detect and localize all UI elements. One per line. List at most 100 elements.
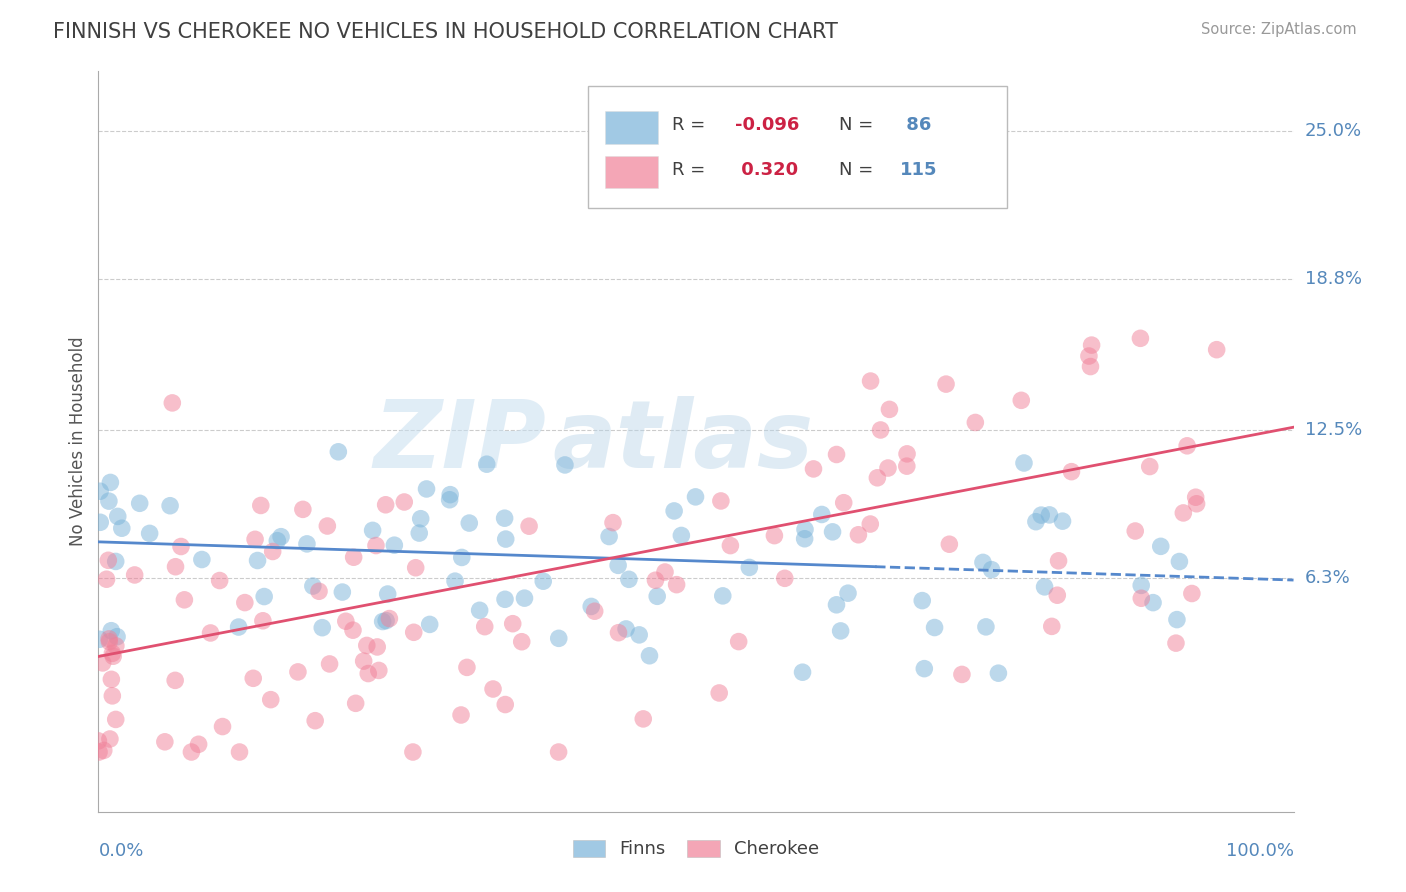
Point xyxy=(162,396,184,410)
Point xyxy=(709,686,731,700)
Point xyxy=(1046,588,1069,602)
Point xyxy=(328,444,350,458)
Point xyxy=(98,731,121,746)
Point xyxy=(792,665,814,680)
Point xyxy=(382,538,405,552)
Point xyxy=(482,681,505,696)
Point xyxy=(554,458,576,472)
Point xyxy=(547,632,569,646)
Point xyxy=(394,495,416,509)
Point xyxy=(361,524,384,538)
Point xyxy=(633,712,655,726)
Point xyxy=(335,614,357,628)
Point xyxy=(356,639,378,653)
Point xyxy=(654,565,676,579)
Point xyxy=(1077,349,1099,363)
Text: R =: R = xyxy=(672,161,706,178)
Point xyxy=(173,592,195,607)
Point xyxy=(1033,580,1056,594)
Text: 100.0%: 100.0% xyxy=(1226,842,1294,860)
Point xyxy=(607,625,630,640)
Point xyxy=(89,632,111,647)
Point xyxy=(89,484,111,499)
Point xyxy=(468,603,491,617)
Point xyxy=(180,745,202,759)
Point xyxy=(377,587,399,601)
Point xyxy=(252,614,274,628)
Point xyxy=(342,623,364,637)
Point xyxy=(924,621,946,635)
Point xyxy=(107,509,129,524)
Point xyxy=(291,502,314,516)
Point xyxy=(208,574,231,588)
Point xyxy=(987,666,1010,681)
Point xyxy=(266,533,288,548)
FancyBboxPatch shape xyxy=(589,87,1007,209)
Point xyxy=(1130,578,1153,592)
Point xyxy=(96,572,118,586)
Point xyxy=(738,560,761,574)
Point xyxy=(105,630,128,644)
Point xyxy=(1025,515,1047,529)
Text: N =: N = xyxy=(839,117,873,135)
Point xyxy=(1205,343,1227,357)
Point xyxy=(1181,586,1204,600)
Text: 12.5%: 12.5% xyxy=(1305,421,1362,439)
Point xyxy=(93,743,115,757)
Point xyxy=(830,624,852,638)
Y-axis label: No Vehicles in Household: No Vehicles in Household xyxy=(69,336,87,547)
Point xyxy=(439,492,461,507)
Point xyxy=(101,689,124,703)
Point xyxy=(974,620,997,634)
Point xyxy=(718,539,741,553)
Text: 18.8%: 18.8% xyxy=(1305,270,1361,288)
Point xyxy=(98,632,121,646)
Point xyxy=(671,528,693,542)
Point xyxy=(343,550,366,565)
Point xyxy=(513,591,536,606)
Point xyxy=(165,673,187,688)
Point xyxy=(402,625,425,640)
Point xyxy=(87,745,110,759)
Point xyxy=(877,461,900,475)
Point xyxy=(170,540,193,554)
Text: ZIP: ZIP xyxy=(374,395,547,488)
Point xyxy=(1142,596,1164,610)
Text: 86: 86 xyxy=(900,117,932,135)
Point xyxy=(866,471,889,485)
Point xyxy=(409,512,432,526)
Point xyxy=(233,596,256,610)
Point xyxy=(200,626,222,640)
Point xyxy=(638,648,661,663)
Point xyxy=(617,572,640,586)
Point xyxy=(111,521,134,535)
Point xyxy=(665,577,688,591)
Point xyxy=(228,620,250,634)
Point xyxy=(1175,439,1198,453)
Point xyxy=(165,559,187,574)
Point xyxy=(374,498,396,512)
Point xyxy=(644,573,666,587)
Point xyxy=(733,185,755,199)
Point xyxy=(344,696,367,710)
Point xyxy=(308,584,330,599)
Legend: Finns, Cherokee: Finns, Cherokee xyxy=(565,832,827,865)
Point xyxy=(475,457,498,471)
Point xyxy=(211,720,233,734)
Point xyxy=(1040,619,1063,633)
Point xyxy=(304,714,326,728)
Point xyxy=(101,646,124,660)
Point xyxy=(832,496,855,510)
Point xyxy=(494,698,516,712)
Point xyxy=(287,665,309,679)
Point xyxy=(318,657,340,671)
Point xyxy=(950,667,973,681)
Point xyxy=(825,448,848,462)
Point xyxy=(367,664,389,678)
Point xyxy=(89,516,111,530)
Point xyxy=(810,508,832,522)
Point xyxy=(980,563,1002,577)
Point xyxy=(869,423,891,437)
Point xyxy=(419,617,441,632)
Point xyxy=(494,511,516,525)
